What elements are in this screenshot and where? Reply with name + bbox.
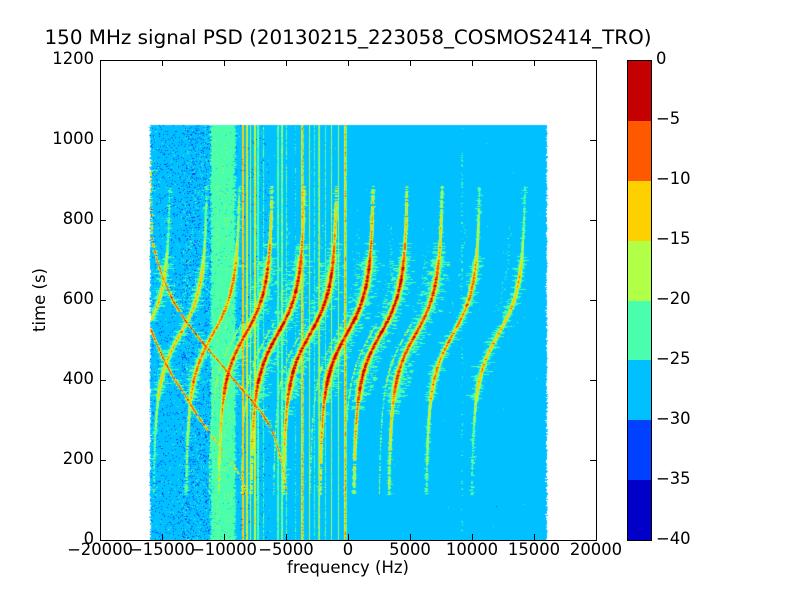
x-tick-label: 5000 — [389, 539, 431, 559]
colorbar-tick-label: −10 — [656, 168, 691, 188]
x-tick-label: 15000 — [507, 539, 561, 559]
axes-frame — [100, 60, 597, 541]
y-tick-label: 1000 — [52, 128, 94, 148]
y-axis-label: time (s) — [29, 268, 49, 332]
x-tick-label: −10000 — [191, 539, 257, 559]
x-tick-label: 10000 — [445, 539, 499, 559]
colorbar — [627, 60, 652, 541]
y-tick-label: 1200 — [52, 48, 94, 68]
colorbar-tick-label: −30 — [656, 408, 691, 428]
colorbar-segment — [628, 480, 651, 540]
colorbar-tick-label: −5 — [656, 108, 681, 128]
colorbar-segment — [628, 420, 651, 481]
colorbar-tick-label: −35 — [656, 468, 691, 488]
x-tick-label: −15000 — [129, 539, 195, 559]
x-tick-label: 20000 — [569, 539, 623, 559]
x-tick-label: −5000 — [258, 539, 314, 559]
colorbar-segment — [628, 240, 651, 301]
colorbar-tick-label: 0 — [656, 48, 667, 68]
colorbar-segment — [628, 61, 651, 121]
colorbar-segment — [628, 360, 651, 421]
colorbar-segment — [628, 180, 651, 241]
y-tick-label: 400 — [62, 368, 94, 388]
x-axis-label: frequency (Hz) — [287, 558, 409, 577]
colorbar-segment — [628, 300, 651, 361]
colorbar-tick-label: −20 — [656, 288, 691, 308]
y-tick-label: 800 — [62, 208, 94, 228]
colorbar-tick-label: −25 — [656, 348, 691, 368]
x-tick-label: 0 — [342, 539, 354, 559]
colorbar-tick-label: −40 — [656, 528, 691, 548]
y-tick-label: 0 — [83, 528, 94, 548]
plot-title: 150 MHz signal PSD (20130215_223058_COSM… — [44, 26, 652, 49]
colorbar-tick-label: −15 — [656, 228, 691, 248]
x-tick-label: −20000 — [67, 539, 133, 559]
y-tick-label: 200 — [62, 448, 94, 468]
spectrogram-heatmap — [100, 60, 596, 540]
y-tick-label: 600 — [62, 288, 94, 308]
colorbar-segment — [628, 120, 651, 181]
